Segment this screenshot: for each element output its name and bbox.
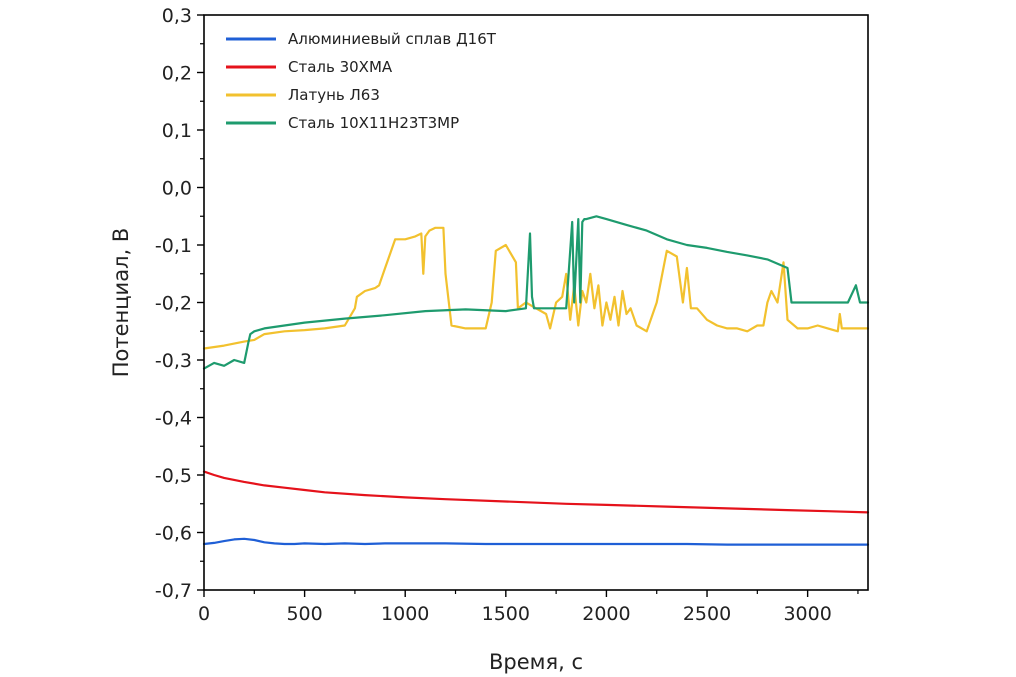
legend: Алюминиевый сплав Д16Т Сталь 30ХМА Латунь …	[226, 30, 497, 132]
series-line-2	[202, 470, 870, 514]
y-tick-label: -0,5	[155, 465, 192, 487]
y-tick-label: 0,2	[162, 63, 192, 85]
legend-label: Латунь Л63	[288, 86, 380, 104]
y-axis-ticks: 0,3 0,2 0,1 0,0 -0,1 -0,2 -0,3 -0,4 -0,5 -0,6 -0,7	[155, 5, 204, 602]
y-tick-label: 0,1	[162, 120, 192, 142]
y-tick-label: 0,3	[162, 5, 192, 27]
x-tick-label: 2000	[582, 603, 630, 625]
y-tick-label: -0,2	[155, 293, 192, 315]
x-tick-label: 0	[198, 603, 210, 625]
y-tick-label: -0,3	[155, 350, 192, 372]
y-tick-label: 0,0	[162, 178, 192, 200]
y-tick-label: -0,6	[155, 523, 192, 545]
x-tick-label: 3000	[783, 603, 831, 625]
series-layer	[202, 215, 870, 546]
x-tick-label: 500	[286, 603, 322, 625]
y-tick-label: -0,1	[155, 235, 192, 257]
y-tick-label: -0,7	[155, 580, 192, 602]
y-tick-label: -0,4	[155, 408, 192, 430]
legend-label: Алюминиевый сплав Д16Т	[288, 30, 497, 48]
y-axis-title: Потенциал, В	[109, 228, 133, 378]
x-tick-label: 2500	[683, 603, 731, 625]
x-tick-label: 1000	[381, 603, 429, 625]
legend-label: Сталь 10Х11Н23Т3МР	[288, 114, 459, 132]
x-tick-label: 1500	[482, 603, 530, 625]
x-axis-ticks: 0 500 1000 1500 2000 2500 3000	[198, 590, 859, 625]
series-line-1	[202, 537, 870, 546]
series-line-4	[202, 215, 870, 370]
x-axis-title: Время, с	[489, 650, 583, 674]
series-line-3	[202, 226, 870, 350]
legend-label: Сталь 30ХМА	[288, 58, 393, 76]
